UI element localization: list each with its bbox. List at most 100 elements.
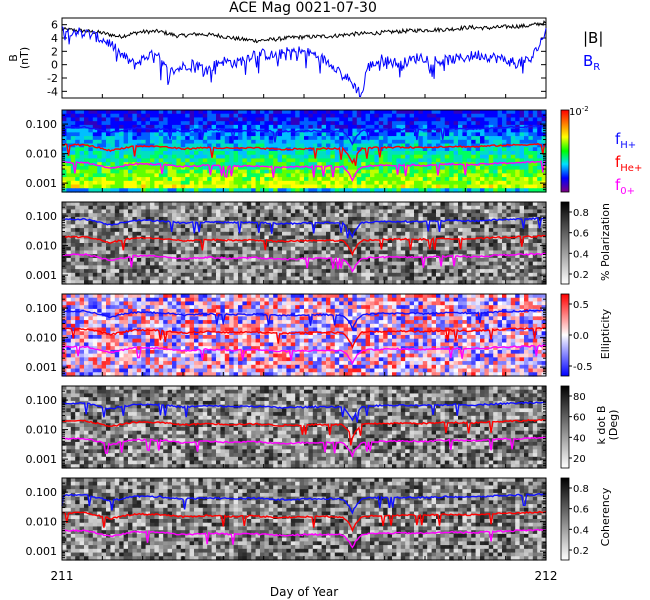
heatmap-cell: [295, 265, 301, 270]
heatmap-cell: [154, 272, 160, 278]
heatmap-cell: [532, 177, 538, 182]
heatmap-cell: [488, 128, 494, 133]
heatmap-cell: [216, 124, 221, 130]
heatmap-cell: [515, 254, 521, 259]
heatmap-cell: [317, 269, 323, 274]
heatmap-cell: [189, 272, 195, 278]
heatmap-cell: [471, 139, 477, 145]
heatmap-cell: [268, 243, 274, 248]
heatmap-cell: [488, 121, 494, 126]
heatmap-cell: [400, 202, 406, 207]
heatmap-cell: [154, 184, 160, 189]
heatmap-cell: [321, 231, 327, 237]
heatmap-cell: [343, 220, 349, 225]
heatmap-cell: [299, 235, 305, 240]
heatmap-cell: [75, 180, 81, 186]
heatmap-cell: [62, 276, 67, 281]
heatmap-cell: [260, 158, 265, 163]
heatmap-cell: [462, 173, 468, 178]
heatmap-cell: [365, 121, 371, 126]
heatmap-cell: [312, 132, 318, 137]
heatmap-cell: [334, 209, 340, 214]
heatmap-cell: [194, 177, 199, 182]
heatmap-cell: [502, 205, 507, 211]
heatmap-cell: [370, 143, 375, 148]
heatmap-cell: [167, 209, 173, 214]
heatmap-cell: [84, 139, 89, 145]
heatmap-cell: [282, 265, 287, 270]
heatmap-cell: [312, 269, 318, 274]
heatmap-cell: [150, 154, 155, 160]
heatmap-cell: [255, 257, 261, 263]
heatmap-cell: [79, 261, 85, 266]
heatmap-cell: [519, 231, 525, 237]
heatmap-cell: [387, 235, 393, 240]
heatmap-cell: [519, 209, 525, 214]
heatmap-cell: [150, 147, 155, 152]
heatmap-cell: [92, 128, 98, 133]
heatmap-cell: [88, 139, 94, 145]
heatmap-cell: [264, 110, 270, 115]
heatmap-cell: [458, 136, 463, 141]
heatmap-cell: [304, 231, 309, 237]
heatmap-cell: [356, 246, 362, 252]
heatmap-cell: [418, 235, 424, 240]
heatmap-cell: [268, 184, 274, 189]
heatmap-cell: [361, 128, 367, 133]
heatmap-cell: [449, 113, 455, 119]
heatmap-cell: [119, 143, 125, 148]
heatmap-cell: [484, 165, 490, 171]
heatmap-cell: [387, 220, 393, 225]
heatmap-cell: [268, 177, 274, 182]
heatmap-cell: [541, 265, 547, 270]
heatmap-cell: [312, 265, 318, 270]
heatmap-cell: [387, 113, 393, 119]
heatmap-cell: [123, 202, 129, 207]
heatmap-cell: [409, 257, 415, 263]
heatmap-cell: [321, 250, 327, 255]
heatmap-cell: [246, 224, 252, 229]
heatmap-cell: [339, 173, 345, 178]
heatmap-cell: [330, 209, 336, 214]
heatmap-cell: [449, 209, 455, 214]
heatmap-cell: [79, 177, 85, 182]
heatmap-cell: [202, 162, 208, 167]
heatmap-cell: [330, 136, 336, 141]
heatmap-cell: [97, 169, 103, 174]
heatmap-cell: [396, 224, 402, 229]
heatmap-cell: [317, 117, 323, 122]
heatmap-cell: [497, 169, 503, 174]
heatmap-cell: [387, 205, 393, 211]
heatmap-cell: [132, 261, 138, 266]
heatmap-cell: [141, 269, 147, 274]
heatmap-cell: [189, 213, 195, 218]
heatmap-cell: [449, 205, 455, 211]
heatmap-cell: [220, 202, 226, 207]
heatmap-cell: [352, 216, 358, 222]
heatmap-cell: [370, 235, 375, 240]
heatmap-cell: [493, 254, 499, 259]
heatmap-cell: [88, 180, 94, 186]
heatmap-cell: [348, 151, 353, 156]
heatmap-cell: [246, 265, 252, 270]
gyro-line-heplus: [61, 142, 547, 166]
heatmap-cell: [75, 188, 81, 193]
heatmap-cell: [361, 209, 367, 214]
heatmap-cell: [273, 202, 279, 207]
heatmap-cell: [97, 110, 103, 115]
heatmap-cell: [238, 151, 243, 156]
heatmap-cell: [282, 121, 287, 126]
heatmap-cell: [383, 231, 389, 237]
heatmap-cell: [462, 272, 468, 278]
heatmap-cell: [387, 139, 393, 145]
heatmap-cell: [110, 132, 116, 137]
heatmap-cell: [123, 243, 129, 248]
heatmap-cell: [440, 205, 446, 211]
heatmap-cell: [326, 213, 331, 218]
heatmap-cell: [436, 280, 441, 285]
heatmap-cell: [431, 147, 437, 152]
heatmap-cell: [202, 121, 208, 126]
heatmap-cell: [409, 250, 415, 255]
heatmap-cell: [348, 280, 353, 285]
